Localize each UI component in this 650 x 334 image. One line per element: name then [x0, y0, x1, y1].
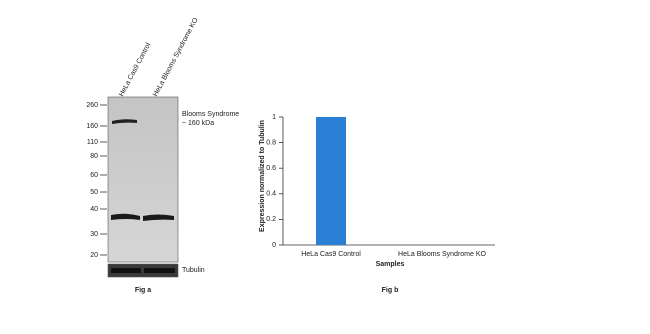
y-tick-label: 1	[272, 114, 276, 121]
y-tick-label: 0.6	[266, 165, 276, 172]
tubulin-strip	[107, 263, 179, 278]
lane-label: HeLa Blooms Syndrome KO	[152, 16, 200, 97]
bar	[316, 117, 346, 245]
band	[111, 268, 141, 273]
marker-label: 20	[90, 252, 98, 259]
marker-label: 260	[86, 102, 98, 109]
x-tick-label: HeLa Blooms Syndrome KO	[398, 251, 486, 258]
x-axis-label: Samples	[376, 261, 405, 268]
blot: Blooms Syndrome ~ 160 kDa Tubulin Fig a …	[107, 16, 239, 294]
band	[144, 268, 175, 273]
band-label: Blooms Syndrome	[182, 111, 239, 118]
marker-label: 40	[90, 206, 98, 213]
loading-label: Tubulin	[182, 267, 205, 274]
y-tick-label: 0.8	[266, 139, 276, 146]
caption: Fig b	[382, 287, 399, 294]
marker-label: 110	[87, 139, 98, 146]
marker-label: 160	[86, 123, 98, 130]
band	[111, 213, 140, 220]
band-label: ~ 160 kDa	[182, 120, 214, 127]
y-tick-label: 0.2	[266, 216, 276, 223]
y-tick-label: 0	[272, 242, 276, 249]
marker-label: 30	[90, 231, 98, 238]
blot-membrane	[107, 96, 179, 263]
y-tick-label: 0.4	[266, 191, 276, 198]
y-axis-label: Expression normalized to Tubulin	[259, 120, 266, 232]
lane-label: HeLa Cas9 Control	[118, 42, 152, 98]
marker-label: 80	[90, 153, 98, 160]
marker-label: 50	[90, 189, 98, 196]
marker-label: 60	[90, 172, 98, 179]
band	[143, 214, 174, 221]
band	[112, 119, 137, 124]
x-tick-label: HeLa Cas9 Control	[301, 251, 361, 258]
caption: Fig a	[135, 287, 151, 294]
